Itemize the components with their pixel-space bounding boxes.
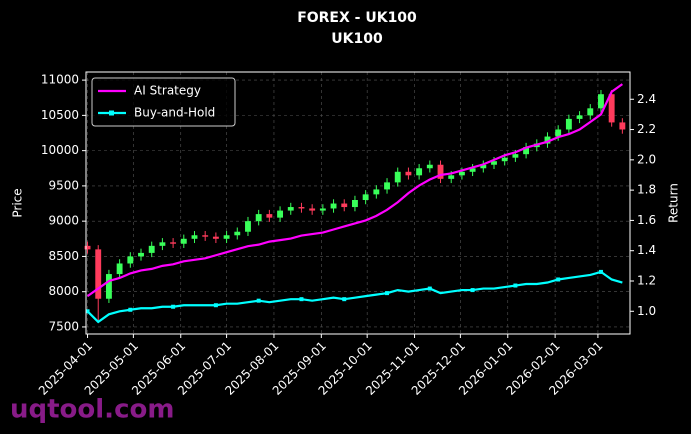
y-tick-label: 9500 xyxy=(48,178,79,192)
series-marker xyxy=(299,297,304,302)
candle-body xyxy=(448,175,455,179)
candle-body xyxy=(95,249,102,299)
candle-body xyxy=(416,168,423,176)
legend-box xyxy=(91,77,236,127)
y-tick-label: 7500 xyxy=(48,319,79,333)
y2-axis-label: Return xyxy=(667,183,681,223)
y2-tick-label: 2.2 xyxy=(637,122,656,136)
series-marker xyxy=(128,307,133,312)
y2-tick-label: 1.6 xyxy=(637,213,656,227)
candle-body xyxy=(469,168,476,172)
y-tick-label: 10500 xyxy=(41,108,79,122)
candle-body xyxy=(298,207,305,209)
candle-body xyxy=(608,94,615,123)
series-marker xyxy=(342,297,347,302)
y2-tick-label: 2.0 xyxy=(637,152,656,166)
y2-tick-label: 1.0 xyxy=(637,304,656,318)
y-tick-label: 9000 xyxy=(48,214,79,228)
y2-tick-label: 2.4 xyxy=(637,92,656,106)
candle-body xyxy=(555,129,562,137)
y-tick-label: 8500 xyxy=(48,249,79,263)
candle-body xyxy=(202,235,209,237)
candle-body xyxy=(426,164,433,169)
candle-body xyxy=(116,263,123,275)
candle-body xyxy=(523,147,530,155)
y2-tick-label: 1.8 xyxy=(637,183,656,197)
candle-body xyxy=(287,207,294,211)
candle-body xyxy=(319,208,326,211)
legend-marker xyxy=(109,110,114,116)
series-marker xyxy=(427,286,432,291)
y2-tick-label: 1.4 xyxy=(637,243,656,257)
series-marker xyxy=(213,303,218,308)
chart-subtitle: UK100 xyxy=(331,31,383,47)
y2-tick-label: 1.2 xyxy=(637,273,656,287)
candle-body xyxy=(437,164,444,179)
candle-body xyxy=(234,231,241,236)
candle-body xyxy=(277,210,284,218)
candle-body xyxy=(127,256,134,264)
y-tick-label: 8000 xyxy=(48,284,79,298)
chart-title: FOREX - UK100 xyxy=(297,10,417,26)
candle-body xyxy=(565,118,572,130)
candle-body xyxy=(373,189,380,195)
candle-body xyxy=(266,214,273,218)
candle-body xyxy=(480,164,487,169)
candle-body xyxy=(544,136,551,144)
series-line xyxy=(86,83,623,298)
candle-body xyxy=(309,208,316,211)
candle-body xyxy=(170,242,177,244)
candle-body xyxy=(159,242,166,246)
legend-label: Buy-and-Hold xyxy=(134,106,215,120)
legend-label: AI Strategy xyxy=(134,84,201,98)
series-marker xyxy=(85,309,90,314)
candle-body xyxy=(255,214,262,222)
series-marker xyxy=(598,269,603,274)
candle-body xyxy=(180,238,187,244)
candle-body xyxy=(576,115,583,119)
series-marker xyxy=(256,298,261,303)
candle-body xyxy=(330,203,337,209)
y-axis-label: Price xyxy=(11,188,25,217)
candle-body xyxy=(362,194,369,201)
candle-body xyxy=(223,235,230,239)
candle-body xyxy=(212,236,219,239)
candle-body xyxy=(191,235,198,239)
series-marker xyxy=(470,288,475,293)
candle-body xyxy=(84,245,91,250)
series-line xyxy=(86,270,623,324)
candle-body xyxy=(491,161,497,165)
series-marker xyxy=(171,304,176,309)
candle-body xyxy=(352,200,358,208)
candle-body xyxy=(587,108,594,116)
candle-body xyxy=(341,203,348,208)
candle-body xyxy=(148,245,155,253)
candle-body xyxy=(598,94,604,109)
series-marker xyxy=(556,277,561,282)
candle-body xyxy=(384,182,390,190)
candle-body xyxy=(501,157,508,162)
y-tick-label: 10000 xyxy=(41,143,79,157)
watermark: uqtool.com xyxy=(10,395,174,425)
candle-body xyxy=(458,171,465,176)
candle-body xyxy=(394,171,401,183)
candle-body xyxy=(245,221,251,232)
candle-body xyxy=(512,154,519,158)
plot-frame xyxy=(85,71,631,335)
series-marker xyxy=(513,283,518,288)
candle-body xyxy=(619,122,626,130)
candle-body xyxy=(138,252,144,257)
candle-body xyxy=(405,171,412,176)
candle-body xyxy=(105,274,112,299)
y-tick-label: 11000 xyxy=(41,73,79,87)
series-marker xyxy=(385,291,390,296)
